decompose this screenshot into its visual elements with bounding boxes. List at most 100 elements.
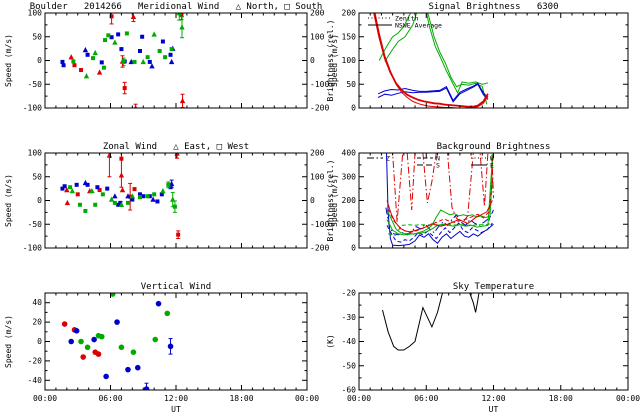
- data-point: [106, 33, 111, 38]
- data-point: [128, 194, 133, 199]
- data-point: [98, 333, 105, 340]
- data-point: [168, 52, 173, 57]
- axis-labels: 400 300 200 100 0 Brightness (rel.): [326, 149, 356, 253]
- data-point: [125, 366, 131, 373]
- data-point: [84, 344, 91, 351]
- tick-label: 0: [351, 244, 356, 253]
- data-point: [103, 373, 109, 380]
- tick-label: -50: [342, 361, 357, 370]
- data-point: [125, 200, 130, 205]
- tick-label: 0: [37, 196, 42, 205]
- tick-label: 100: [342, 56, 357, 65]
- panel-zonal-wind: 100 50 0 -50 -100 200 100 0 -100 -200 Speed (m/s) S…: [4, 142, 339, 253]
- data-point: [114, 319, 120, 325]
- data-point: [130, 197, 135, 202]
- tick-label: 00:00: [616, 394, 640, 403]
- data-point: [72, 63, 77, 68]
- data-point: [97, 188, 102, 193]
- tick-label: 50: [32, 32, 42, 41]
- data-point: [119, 47, 124, 52]
- tick-label: 00:00: [295, 394, 319, 403]
- data-point: [119, 156, 124, 161]
- series-line: [377, 82, 489, 102]
- axis-labels: 200 150 100 50 0 Brightness (rel.): [326, 9, 356, 113]
- legend: Z NS WE: [367, 155, 494, 170]
- series-line: [382, 293, 480, 351]
- tick-label: -20: [342, 289, 357, 298]
- data-point: [80, 354, 87, 360]
- data-point: [68, 185, 73, 190]
- data-point: [168, 58, 175, 65]
- tick-label: -60: [342, 386, 357, 395]
- panel-title: Background Brightness: [437, 142, 551, 152]
- axis-ticks: [358, 292, 629, 391]
- data-point: [60, 186, 65, 191]
- data-point: [112, 193, 118, 199]
- data-point: [116, 202, 121, 207]
- data-point: [155, 199, 160, 204]
- tick-label: 200: [310, 9, 325, 18]
- panel-meridional-wind: 100 50 0 -50 -100 200 100 0 -100 -200 Speed (m/s) S…: [4, 2, 339, 113]
- data-point: [137, 195, 142, 200]
- y2-axis-title: Speed (m/s): [330, 174, 339, 227]
- data-point: [82, 47, 89, 53]
- y-axis-title: Speed (m/s): [4, 34, 13, 87]
- data-point: [62, 184, 67, 189]
- data-point: [132, 59, 137, 64]
- data-point: [179, 97, 186, 104]
- plot-area: [385, 153, 494, 247]
- tick-label: 06:00: [98, 394, 122, 403]
- tick-label: -100: [310, 80, 329, 89]
- legend-label: E: [490, 162, 494, 170]
- data-point: [140, 34, 145, 39]
- data-point: [134, 364, 141, 371]
- tick-label: -200: [310, 104, 329, 113]
- y-axis-title: Brightness (rel.): [326, 20, 335, 102]
- tick-label: -20: [28, 356, 43, 365]
- data-point: [176, 232, 181, 237]
- x-axis-title: UT: [489, 405, 499, 414]
- axis-ticks: [358, 12, 629, 109]
- legend-label: S: [436, 162, 440, 170]
- data-point: [169, 47, 174, 52]
- axis-ticks: [44, 12, 308, 109]
- series-line: [385, 207, 494, 236]
- data-point: [93, 202, 98, 207]
- data-point: [152, 336, 159, 343]
- data-point: [116, 32, 121, 37]
- tick-label: 06:00: [414, 394, 438, 403]
- tick-label: 18:00: [549, 394, 573, 403]
- data-point: [118, 201, 125, 207]
- data-point: [112, 200, 117, 205]
- data-point: [83, 73, 90, 79]
- tick-label: -50: [28, 220, 43, 229]
- data-point: [92, 49, 98, 56]
- data-point: [91, 56, 96, 61]
- data-point: [112, 39, 118, 45]
- tick-label: 50: [32, 172, 42, 181]
- data-point: [74, 182, 79, 187]
- plot-area: [61, 293, 174, 390]
- data-point: [69, 188, 75, 194]
- tick-label: -40: [342, 337, 357, 346]
- data-point: [109, 14, 114, 19]
- axis-ticks: [44, 292, 308, 391]
- data-point: [73, 328, 80, 334]
- data-point: [176, 13, 182, 16]
- tick-label: 00:00: [347, 394, 371, 403]
- tick-label: 0: [37, 56, 42, 65]
- plot-frame: [44, 12, 308, 109]
- series-line: [386, 157, 493, 236]
- tick-label: 400: [342, 149, 357, 158]
- data-point: [147, 59, 152, 64]
- data-point: [95, 185, 100, 190]
- data-point: [130, 13, 137, 19]
- series-line: [387, 176, 494, 237]
- legend-label: N: [436, 155, 440, 163]
- axis-labels: 100 50 0 -50 -100 200 100 0 -100 -200 Speed (m/s) S…: [4, 149, 339, 253]
- data-point: [172, 204, 177, 209]
- data-point: [150, 196, 156, 202]
